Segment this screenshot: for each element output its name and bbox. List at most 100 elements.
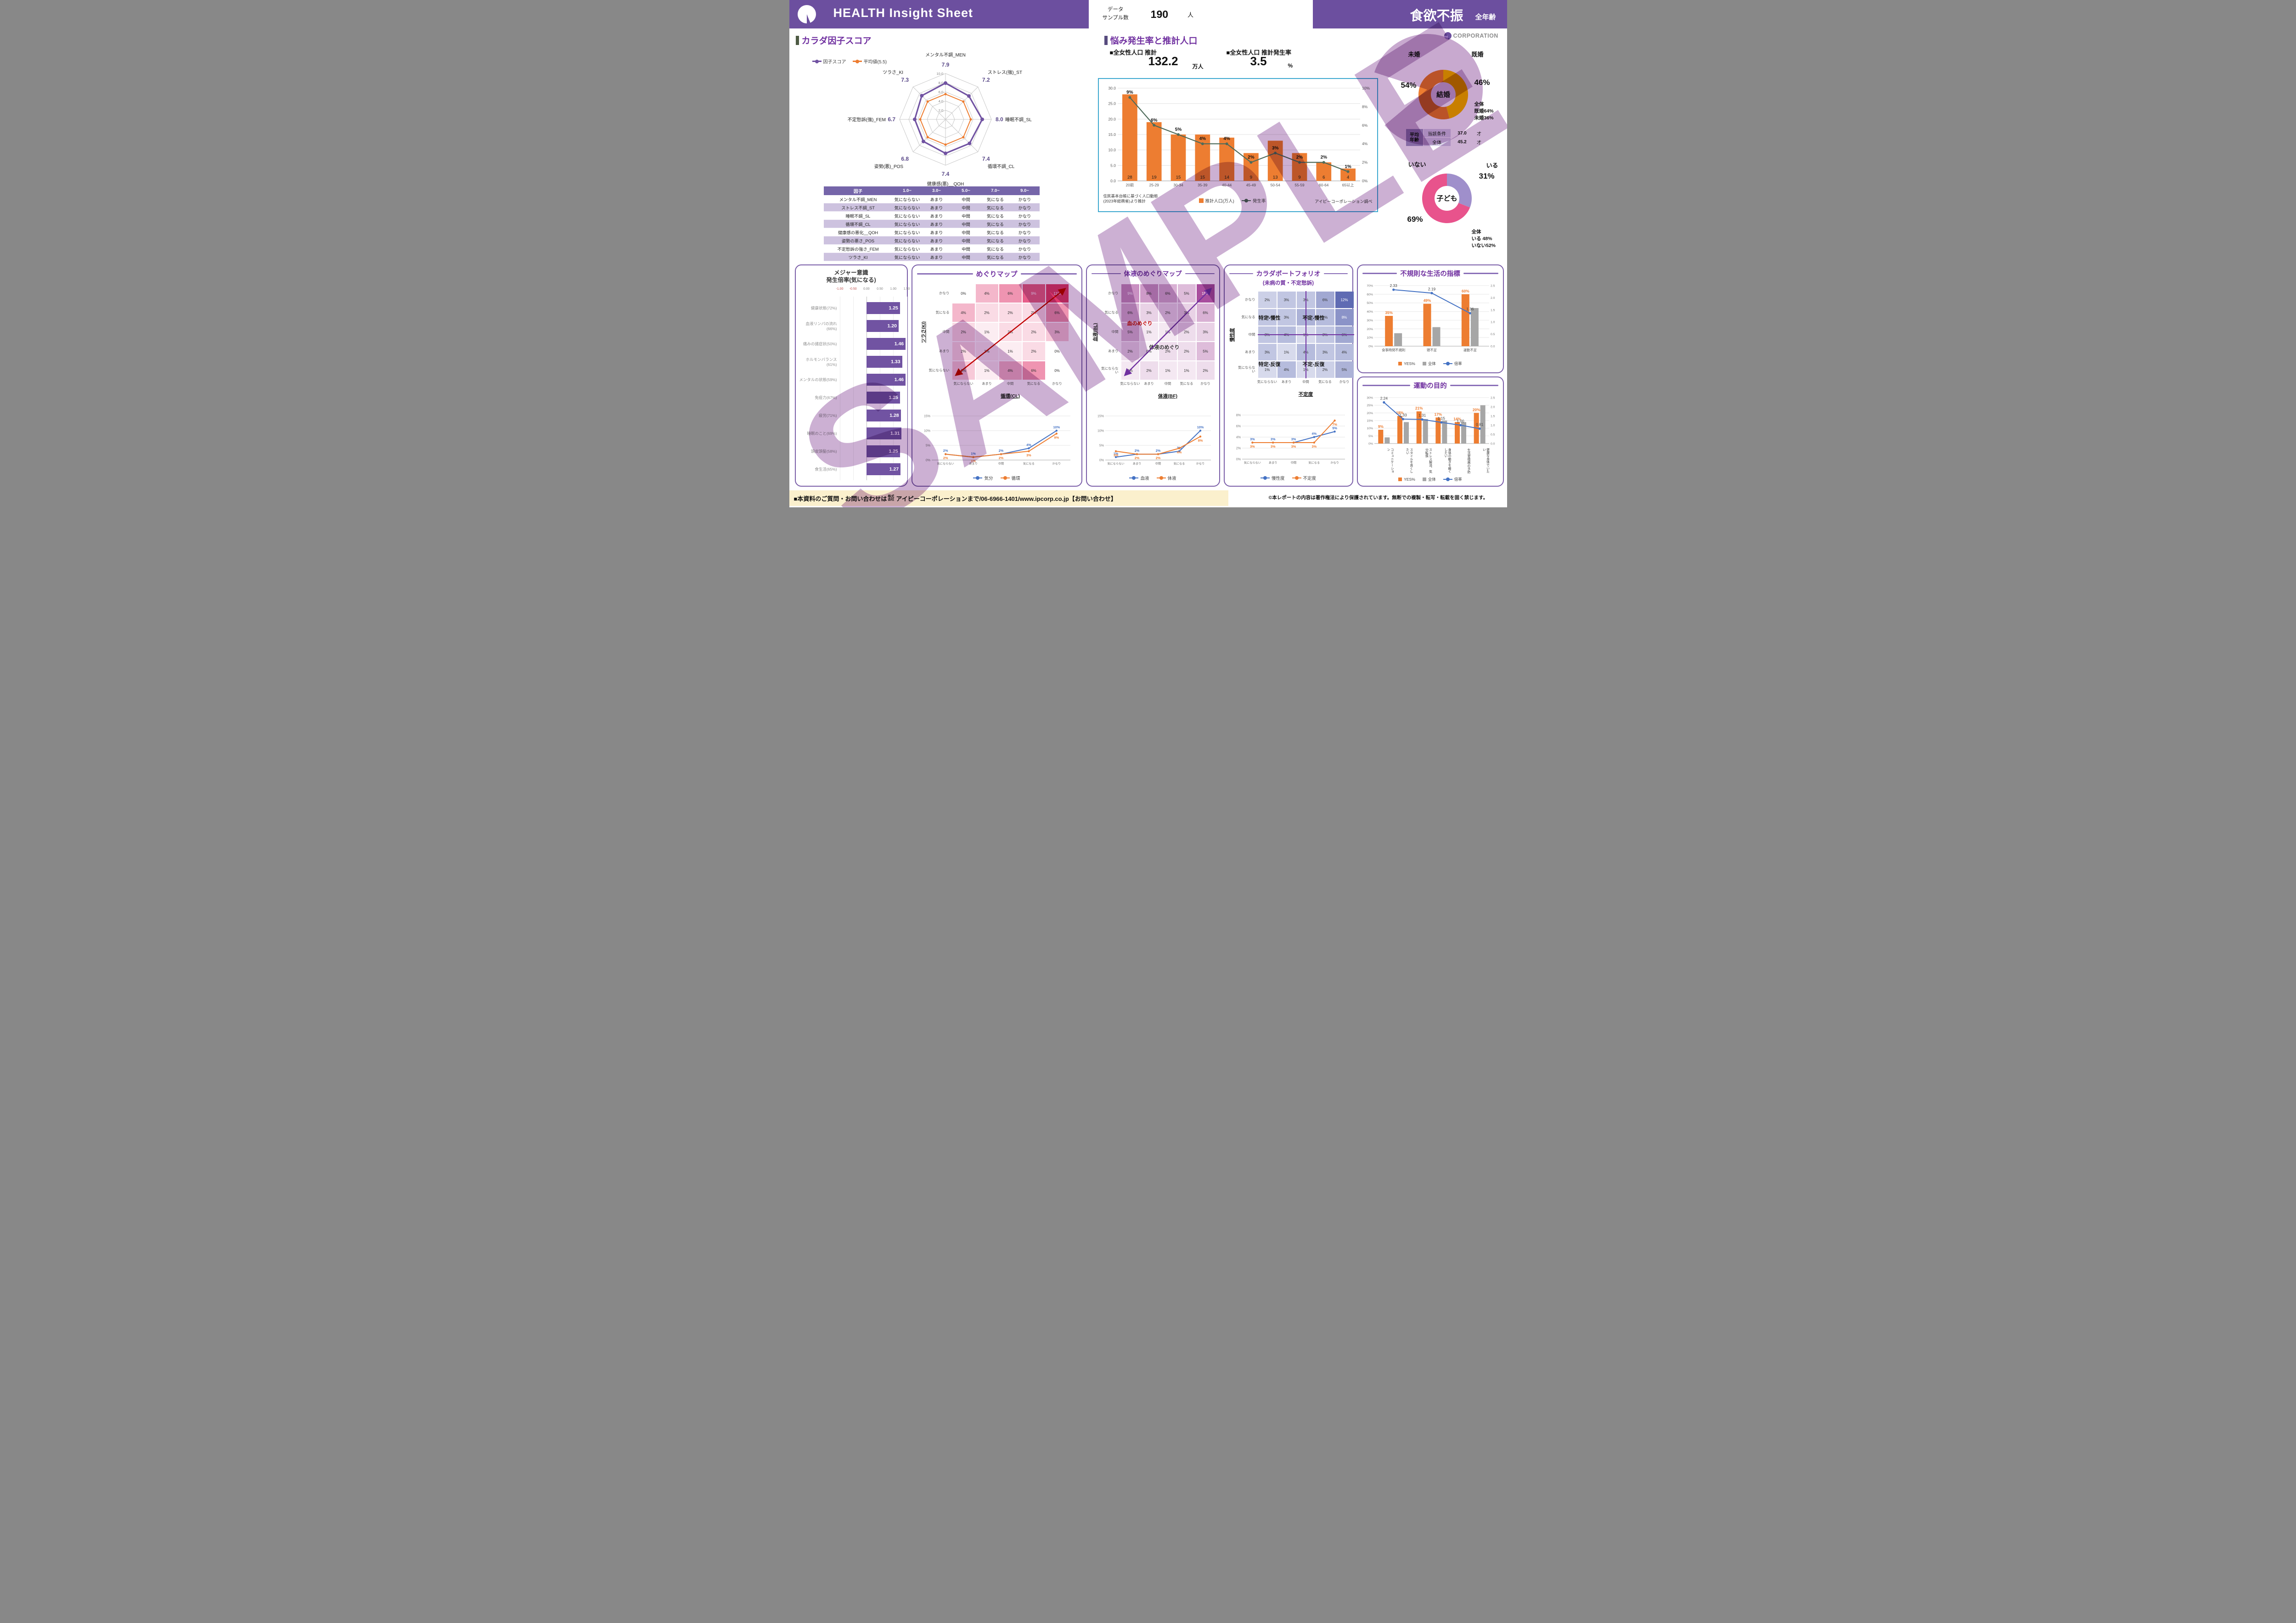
point-label: 2% bbox=[998, 456, 1003, 460]
right-axis-tick: 1.0 bbox=[1491, 321, 1495, 324]
heatmap-row-label: 気になる bbox=[1104, 310, 1119, 314]
factor-level: 中間 bbox=[951, 219, 981, 228]
factor-level: あまり bbox=[922, 236, 951, 245]
heatmap-row-label: 中間 bbox=[942, 329, 950, 334]
y-axis-tick: 5% bbox=[925, 444, 930, 448]
heatmap-cell: 6% bbox=[1316, 292, 1334, 308]
x-axis-label: 寝不足 bbox=[1427, 348, 1437, 352]
panel-title-text: カラダポートフォリオ bbox=[1256, 270, 1321, 277]
x-axis-label: 20前 bbox=[1125, 183, 1134, 187]
major-item-label: 健康状態(72%) bbox=[810, 306, 837, 311]
corporation-logo: CORPORATION bbox=[1444, 32, 1498, 39]
bar-value-label: 6 bbox=[1322, 175, 1325, 180]
yes-value-label: 60% bbox=[1462, 289, 1469, 293]
heatmap-cell: 1% bbox=[999, 342, 1022, 360]
right-axis-tick: 8% bbox=[1362, 104, 1368, 109]
factor-level: 気になる bbox=[980, 211, 1010, 220]
heatmap-x-axis-title: 循環(CL) bbox=[1001, 393, 1020, 399]
yes-bar bbox=[1423, 303, 1431, 346]
heatmap-cell: 1% bbox=[1258, 361, 1277, 378]
footer-contact-pre: ■本資料のご質問・お問い合わせは bbox=[793, 495, 887, 502]
right-axis-tick: 6% bbox=[1362, 123, 1368, 128]
heatmap-cell: 9% bbox=[1022, 284, 1045, 303]
exercise-category-label: 健康な身体でいたい bbox=[1482, 448, 1489, 473]
right-axis-tick: 2.5 bbox=[1491, 397, 1495, 400]
table-row: ストレス不調_ST 気にならない あまり 中間 気になる かなり bbox=[823, 203, 1040, 212]
yes-value-label: 49% bbox=[1423, 298, 1431, 303]
y-axis-tick: 0% bbox=[925, 459, 930, 462]
exercise-category-label: ストレス解消、気分転換 bbox=[1424, 448, 1432, 473]
factor-table-header: 7.0~ bbox=[980, 186, 1010, 195]
stat2-unit: % bbox=[1288, 62, 1293, 69]
legend-item: 気分 bbox=[973, 475, 993, 481]
stat2-value: 3.5 bbox=[1250, 54, 1267, 68]
marriage-label-right: 既婚 bbox=[1471, 51, 1484, 58]
x-axis-label: あまり bbox=[1132, 462, 1141, 466]
panel-title: メジャー意識 発生倍率(気になる) bbox=[796, 269, 907, 284]
panel-title: めぐりマップ bbox=[912, 269, 1081, 279]
heatmap-cell: 9% bbox=[1121, 284, 1139, 303]
note-line: 既婚64% bbox=[1474, 108, 1494, 114]
point-label: 3% bbox=[1291, 444, 1296, 449]
heatmap-cell: 5% bbox=[1196, 342, 1215, 360]
factor-level: 気になる bbox=[980, 228, 1010, 236]
heatmap-cell: 2% bbox=[1316, 361, 1334, 378]
heatmap-row-label: 中間 bbox=[1111, 329, 1119, 334]
factor-level: 気にならない bbox=[892, 244, 922, 253]
sample-label: データ サンプル数 bbox=[1103, 6, 1129, 22]
x-axis-label: 気になる bbox=[1308, 461, 1320, 465]
marriage-donut-chart: 結婚 bbox=[1418, 70, 1468, 119]
section-bar bbox=[1104, 35, 1108, 45]
y-axis-tick: 6% bbox=[1236, 425, 1240, 428]
heatmap-cell: 3% bbox=[952, 361, 975, 380]
heatmap-col-label: 気にならない bbox=[1120, 382, 1140, 386]
yes-bar bbox=[1461, 294, 1469, 346]
heatmap-cell: 3% bbox=[1316, 344, 1334, 360]
exercise-purpose-chart: 0% 5% 10% 15% 20% 25% 30% 0.0 0.5 1.0 1.5 2.0 2.5 9% 1… bbox=[1367, 396, 1495, 446]
heatmap-cell: 2% bbox=[1121, 342, 1139, 360]
heatmap-cell: 12% bbox=[1335, 292, 1354, 308]
population-bar bbox=[1316, 162, 1331, 181]
header-bar: HEALTH Insight Sheet データ サンプル数 190 人 食欲不… bbox=[789, 0, 1507, 28]
yes-bar bbox=[1397, 416, 1402, 444]
heatmap-row-label: 中間 bbox=[1248, 332, 1255, 337]
factor-level: 中間 bbox=[951, 253, 981, 261]
axis-grid-line bbox=[893, 297, 894, 480]
axis-tick-label: 0.00 bbox=[863, 287, 870, 291]
donut-center-label: 結婚 bbox=[1436, 90, 1450, 99]
donut-center-label: 子ども bbox=[1436, 195, 1457, 202]
left-axis-tick: 0% bbox=[1368, 345, 1373, 348]
factor-level: かなり bbox=[1010, 203, 1040, 212]
irregular-life-chart: 0% 10% 20% 30% 40% 50% 60% 70% 0.0 0.5 1.0 1.5 2.0 2.… bbox=[1367, 283, 1495, 352]
legend-label: 体液 bbox=[1167, 476, 1176, 481]
right-axis-tick: 0.0 bbox=[1491, 345, 1495, 348]
children-pct-right: 31% bbox=[1479, 172, 1495, 180]
taieki-line-chart: 0%5%10%15%気にならないあまり中間気になるかなり1%2%2%3%10%3… bbox=[1097, 415, 1211, 466]
factor-name: 睡眠不調_SL bbox=[823, 211, 893, 220]
legend-label: 倍率 bbox=[1454, 361, 1462, 366]
radar-value-label: 8.0 bbox=[996, 116, 1003, 123]
factor-level: 中間 bbox=[951, 211, 981, 220]
point-label: 10% bbox=[1053, 425, 1060, 429]
marriage-label-left: 未婚 bbox=[1408, 51, 1420, 58]
factor-level: 気にならない bbox=[892, 228, 922, 236]
all-bar bbox=[1394, 333, 1402, 346]
yes-value-label: 17% bbox=[1434, 412, 1442, 416]
note-line: 住民基本台帳に基づく人口動態 bbox=[1103, 194, 1158, 198]
major-item-bar: 1.27 bbox=[866, 463, 901, 475]
section-title-text: カラダ因子スコア bbox=[801, 36, 872, 46]
major-item-bar: 1.20 bbox=[866, 320, 899, 332]
heatmap-col-label: 中間 bbox=[1164, 382, 1171, 386]
heatmap-cell: 0% bbox=[952, 284, 975, 303]
taieki-legend: 血液 体液 bbox=[1087, 475, 1219, 481]
heatmap-cell: 4% bbox=[1277, 361, 1296, 378]
point-label: 3% bbox=[1250, 444, 1255, 449]
section-title-population: 悩み発生率と推計人口 bbox=[1104, 34, 1198, 46]
factor-level: 気にならない bbox=[892, 219, 922, 228]
left-axis-tick: 0% bbox=[1368, 443, 1373, 446]
rate-label: 2% bbox=[1248, 155, 1255, 160]
heatmap-col-label: かなり bbox=[1200, 382, 1210, 386]
legend-item: 循環 bbox=[1000, 475, 1020, 481]
heatmap-cell: 3% bbox=[1258, 309, 1277, 326]
stat2-label: ■全女性人口 推計発生率 bbox=[1226, 49, 1291, 56]
